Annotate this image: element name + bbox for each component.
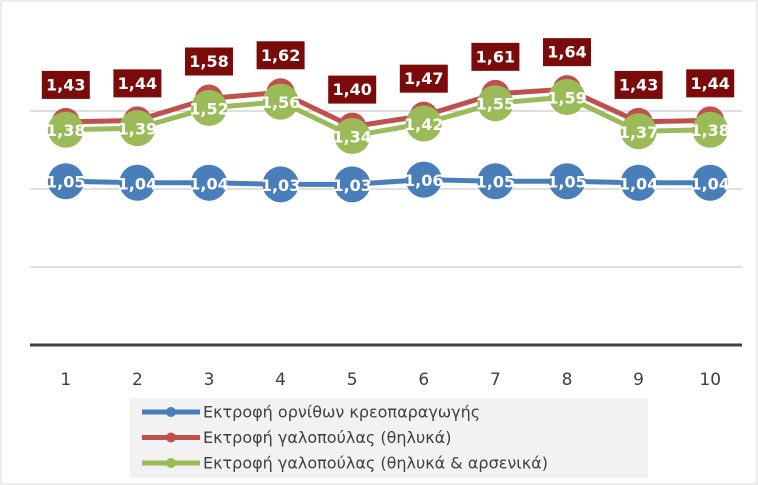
x-tick-label: 5: [347, 370, 358, 390]
marker: [405, 105, 442, 142]
marker: [334, 117, 371, 154]
data-label: 1,40: [332, 80, 371, 99]
data-label: 1,39: [118, 120, 157, 139]
x-tick-label: 2: [132, 370, 143, 390]
x-tick-label: 10: [699, 370, 721, 390]
data-label-box: [41, 70, 90, 99]
data-label: 1,04: [118, 174, 157, 193]
marker: [262, 83, 299, 120]
marker: [692, 164, 729, 201]
legend-label: Εκτροφή γαλοπούλας (θηλυκά & αρσενικά): [203, 454, 548, 473]
legend-swatch-marker: [166, 432, 176, 443]
data-label-box: [614, 70, 663, 99]
data-label: 1,38: [46, 121, 85, 140]
marker: [620, 113, 657, 150]
marker: [477, 163, 514, 200]
data-label: 1,47: [404, 69, 443, 88]
marker: [47, 163, 84, 200]
marker: [334, 166, 371, 203]
data-label-box: [399, 64, 448, 93]
data-label: 1,06: [404, 171, 443, 190]
marker: [119, 110, 156, 147]
data-label: 1,62: [261, 46, 300, 65]
data-label: 1,42: [404, 115, 443, 134]
marker: [620, 164, 657, 201]
data-label: 1,03: [332, 176, 371, 195]
data-label: 1,44: [690, 74, 729, 93]
marker: [549, 78, 585, 115]
data-label-box: [256, 41, 305, 70]
x-tick-label: 4: [275, 370, 286, 390]
legend-swatch-marker: [166, 458, 176, 468]
data-label: 1,59: [547, 88, 586, 107]
marker: [47, 111, 84, 148]
data-label: 1,34: [332, 127, 371, 146]
legend-swatch-marker: [166, 407, 176, 417]
data-label: 1,43: [46, 75, 85, 94]
data-label: 1,64: [547, 43, 586, 62]
marker: [549, 163, 585, 200]
data-label: 1,04: [690, 174, 729, 193]
data-label: 1,61: [476, 47, 515, 66]
data-label: 1,37: [619, 123, 658, 142]
x-tick-label: 9: [633, 370, 644, 390]
data-label: 1,04: [619, 174, 658, 193]
data-label: 1,05: [476, 173, 515, 192]
data-label: 1,38: [690, 121, 729, 140]
data-label-box: [543, 38, 591, 67]
data-label: 1,55: [476, 95, 515, 114]
x-tick-label: 3: [204, 370, 215, 390]
marker: [477, 85, 514, 122]
series-line: [65, 94, 711, 139]
marker: [692, 111, 729, 148]
data-label: 1,43: [619, 75, 658, 94]
legend-label: Εκτροφή ορνίθων κρεοπαραγωγής: [203, 403, 480, 422]
legend-label: Εκτροφή γαλοπούλας (θηλυκά): [203, 428, 451, 447]
x-tick-label: 1: [60, 370, 71, 390]
marker: [405, 161, 442, 198]
data-label: 1,52: [189, 99, 228, 118]
data-label-box: [328, 75, 377, 104]
marker: [191, 164, 227, 201]
data-label: 1,44: [118, 74, 157, 93]
series-line: [65, 177, 711, 187]
data-label-box: [113, 69, 162, 98]
x-tick-label: 7: [490, 370, 501, 390]
data-label: 1,05: [547, 173, 586, 192]
x-tick-label: 6: [418, 370, 429, 390]
data-label: 1,03: [261, 176, 300, 195]
marker: [191, 89, 227, 126]
data-label-box: [471, 42, 520, 71]
legend-box: [130, 398, 648, 478]
data-label: 1,04: [189, 174, 228, 193]
data-label: 1,56: [261, 93, 300, 112]
data-label: 1,58: [189, 52, 228, 71]
x-tick-label: 8: [562, 370, 573, 390]
series-line: [65, 86, 711, 130]
data-label: 1,05: [46, 173, 85, 192]
marker: [262, 166, 299, 203]
data-label-box: [185, 47, 233, 76]
data-label-box: [686, 69, 735, 98]
marker: [119, 164, 156, 201]
